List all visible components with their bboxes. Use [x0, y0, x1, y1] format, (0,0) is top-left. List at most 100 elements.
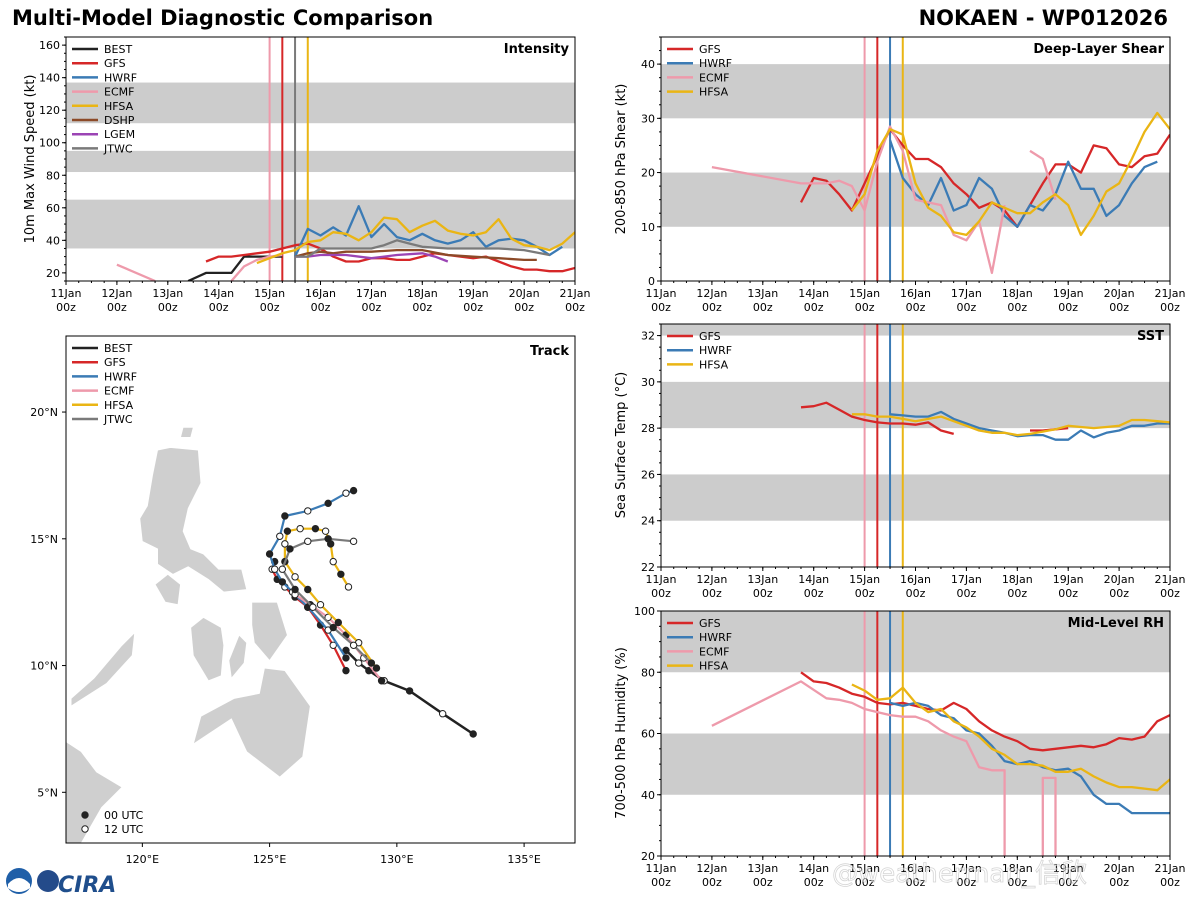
- legend-label: HFSA: [699, 358, 729, 371]
- x-tick-label: 15Jan: [849, 862, 880, 875]
- x-tick-label: 20Jan: [509, 287, 540, 300]
- plot-area: [661, 37, 1170, 281]
- x-tick-label: 11Jan: [51, 287, 82, 300]
- track-point-hwrf: [276, 532, 284, 540]
- panel-title: Track: [530, 344, 569, 359]
- x-tick-label: 00z: [1109, 876, 1129, 889]
- marker-legend-symbol: [81, 811, 89, 819]
- legend-label: HWRF: [104, 71, 137, 84]
- threshold-band: [661, 324, 1170, 336]
- threshold-band: [661, 733, 1170, 795]
- x-tick-label: 15Jan: [849, 287, 880, 300]
- x-tick-label: 00z: [753, 876, 773, 889]
- x-tick-label: 00z: [1058, 876, 1078, 889]
- x-tick-label: 00z: [1160, 876, 1180, 889]
- track-point-hfsa: [344, 583, 353, 591]
- x-tick-label: 13Jan: [747, 573, 778, 586]
- x-tick-label: 00z: [56, 301, 76, 314]
- legend-label: BEST: [104, 342, 132, 355]
- track-point-hwrf: [342, 654, 350, 662]
- x-tick-label: 00z: [1109, 587, 1129, 600]
- x-tick-label: 18Jan: [1002, 862, 1033, 875]
- x-tick-label: 00z: [1160, 587, 1180, 600]
- watermark: @weatherman_信欣: [832, 859, 1087, 889]
- x-tick-label: 00z: [651, 301, 671, 314]
- x-tick-label: 12Jan: [696, 862, 727, 875]
- x-tick-label: 00z: [1058, 587, 1078, 600]
- series-line-ecmf: [711, 680, 1006, 856]
- cira-logo: CIRA: [6, 868, 116, 898]
- land-mass: [66, 741, 123, 843]
- legend-label: GFS: [699, 330, 721, 343]
- marker-legend-label: 00 UTC: [104, 809, 144, 822]
- x-tick-label: 20Jan: [1104, 862, 1135, 875]
- x-tick-label: 00z: [906, 876, 926, 889]
- track-jtwc: [281, 537, 373, 664]
- series-line-hwrf: [889, 410, 1170, 441]
- y-tick-label: 60: [641, 728, 655, 741]
- land-mass: [179, 426, 194, 438]
- series-line-ecmf: [116, 263, 156, 281]
- legend-label: GFS: [699, 617, 721, 630]
- track-point-best: [438, 710, 447, 718]
- y-axis-label: Sea Surface Temp (°C): [614, 372, 629, 519]
- track-point-hwrf: [265, 550, 274, 558]
- threshold-band: [66, 82, 575, 124]
- lat-tick-label: 20°N: [30, 406, 58, 419]
- x-tick-label: 13Jan: [747, 287, 778, 300]
- x-tick-label: 00z: [804, 587, 824, 600]
- x-tick-label: 00z: [107, 301, 127, 314]
- marker-legend-label: 12 UTC: [104, 823, 144, 836]
- y-tick-label: 30: [641, 112, 655, 125]
- y-tick-label: 24: [641, 515, 655, 528]
- x-tick-label: 00z: [651, 587, 671, 600]
- track-point-hfsa: [296, 524, 304, 533]
- track-point-hwrf: [270, 565, 279, 573]
- x-tick-label: 12Jan: [696, 573, 727, 586]
- y-tick-label: 20: [46, 267, 60, 280]
- series-line-gfs: [800, 401, 954, 436]
- y-axis-label: 10m Max Wind Speed (kt): [23, 75, 38, 244]
- legend-label: HFSA: [104, 100, 134, 113]
- lon-tick-label: 120°E: [126, 853, 159, 866]
- x-tick-label: 00z: [906, 301, 926, 314]
- x-tick-label: 00z: [565, 301, 585, 314]
- legend-label: GFS: [699, 43, 721, 56]
- y-tick-label: 80: [46, 169, 60, 182]
- x-tick-label: 12Jan: [101, 287, 132, 300]
- x-tick-label: 11Jan: [646, 573, 677, 586]
- x-tick-label: 19Jan: [1053, 862, 1084, 875]
- series-line-gfs: [799, 128, 1170, 228]
- x-tick-label: 00z: [260, 301, 280, 314]
- x-tick-label: 00z: [702, 301, 722, 314]
- x-tick-label: 11Jan: [646, 287, 677, 300]
- track-point-jtwc: [329, 623, 337, 632]
- land-mass: [190, 616, 225, 682]
- legend-label: GFS: [104, 57, 126, 70]
- y-tick-label: 160: [39, 39, 60, 52]
- legend-label: JTWC: [103, 142, 133, 155]
- track-point-jtwc: [291, 585, 299, 594]
- x-tick-label: 20Jan: [1104, 573, 1135, 586]
- series-line-hwrf: [294, 205, 563, 258]
- y-tick-label: 80: [641, 666, 655, 679]
- land-mass: [139, 447, 248, 593]
- noaa-wave-icon: [8, 878, 30, 892]
- land-mass: [70, 631, 136, 707]
- legend-label: ECMF: [699, 645, 729, 658]
- track-point-hfsa: [329, 557, 337, 566]
- legend-label: HWRF: [699, 631, 732, 644]
- x-tick-label: 00z: [1007, 301, 1027, 314]
- track-point-hfsa: [311, 524, 320, 533]
- threshold-band: [66, 150, 575, 173]
- x-tick-label: 18Jan: [407, 287, 438, 300]
- logo-text: CIRA: [58, 873, 116, 898]
- track-point-jtwc: [349, 641, 358, 649]
- x-tick-label: 14Jan: [798, 287, 829, 300]
- x-tick-label: 14Jan: [203, 287, 234, 300]
- y-tick-label: 40: [46, 234, 60, 247]
- x-tick-label: 00z: [702, 587, 722, 600]
- x-tick-label: 00z: [651, 876, 671, 889]
- x-tick-label: 00z: [1007, 587, 1027, 600]
- map-frame: [65, 335, 576, 844]
